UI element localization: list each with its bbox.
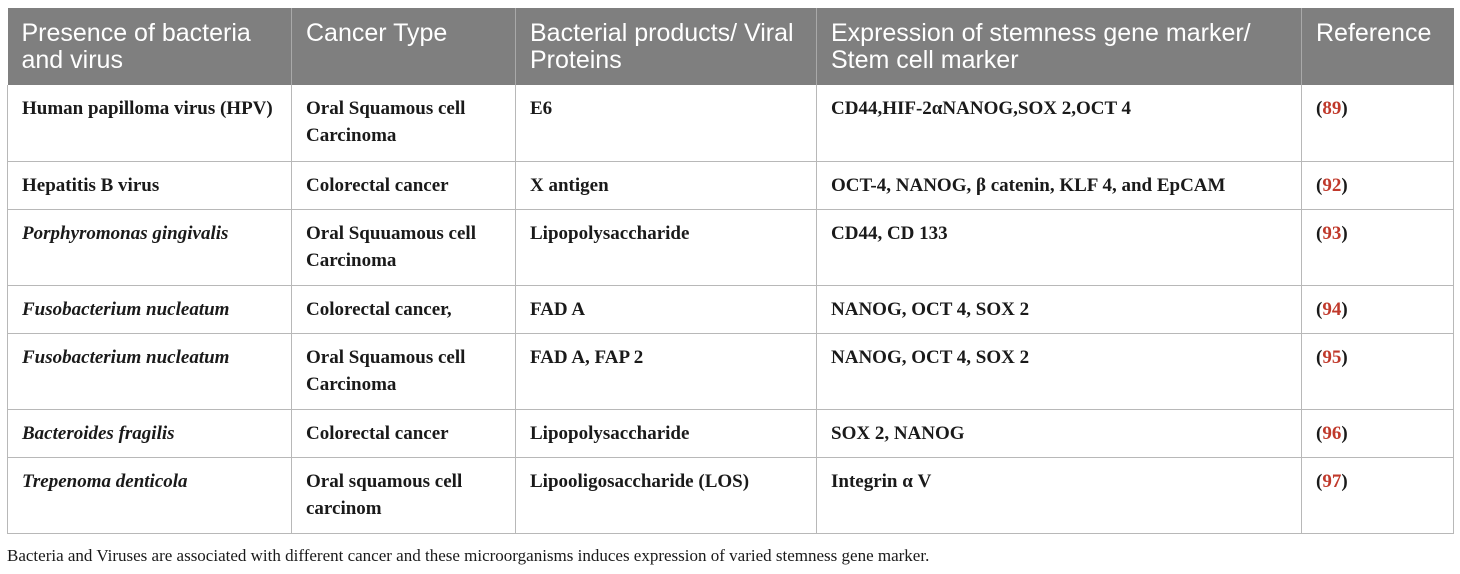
header-organism: Presence of bacteria and virus [7,8,292,85]
reference-link[interactable]: 93 [1322,222,1342,244]
table-row: Human papilloma virus (HPV) Oral Squamou… [7,85,1454,162]
cell-product: FAD A, FAP 2 [515,333,817,410]
cell-marker: CD44,HIF-2αNANOG,SOX 2,OCT 4 [816,85,1302,162]
header-product: Bacterial products/ Viral Proteins [515,8,817,85]
cell-reference: (92) [1301,161,1454,210]
cell-cancer-type: Oral Squamous cell Carcinoma [291,85,516,162]
cell-cancer-type: Oral squamous cell carcinom [291,457,516,534]
table-row: Porphyromonas gingivalis Oral Squuamous … [7,209,1454,286]
cell-marker: NANOG, OCT 4, SOX 2 [816,333,1302,410]
reference-link[interactable]: 97 [1322,470,1342,492]
cell-product: Lipopolysaccharide [515,209,817,286]
table-caption: Bacteria and Viruses are associated with… [7,546,930,565]
reference-link[interactable]: 96 [1322,422,1342,444]
cell-marker: Integrin α V [816,457,1302,534]
header-cancer-type: Cancer Type [291,8,516,85]
cell-product: Lipooligosaccharide (LOS) [515,457,817,534]
table-row: Hepatitis B virus Colorectal cancer X an… [7,161,1454,210]
table-row: Fusobacterium nucleatum Oral Squamous ce… [7,333,1454,410]
reference-link[interactable]: 92 [1322,174,1342,196]
cell-organism: Fusobacterium nucleatum [7,333,292,410]
cell-product: E6 [515,85,817,162]
header-marker: Expression of stemness gene marker/ Stem… [816,8,1302,85]
cell-organism: Trepenoma denticola [7,457,292,534]
cell-marker: CD44, CD 133 [816,209,1302,286]
cell-cancer-type: Colorectal cancer [291,161,516,210]
cell-reference: (89) [1301,85,1454,162]
cell-reference: (93) [1301,209,1454,286]
cell-cancer-type: Oral Squamous cell Carcinoma [291,333,516,410]
reference-link[interactable]: 89 [1322,98,1342,119]
cell-organism: Bacteroides fragilis [7,409,292,458]
data-table: Presence of bacteria and virus Cancer Ty… [7,8,1454,534]
cell-marker: NANOG, OCT 4, SOX 2 [816,285,1302,334]
cell-reference: (94) [1301,285,1454,334]
cell-organism: Hepatitis B virus [7,161,292,210]
cell-product: FAD A [515,285,817,334]
cell-cancer-type: Colorectal cancer [291,409,516,458]
header-reference: Reference [1301,8,1454,85]
table-row: Fusobacterium nucleatum Colorectal cance… [7,285,1454,334]
cell-product: Lipopolysaccharide [515,409,817,458]
cell-reference: (96) [1301,409,1454,458]
cell-marker: SOX 2, NANOG [816,409,1302,458]
table-row: Bacteroides fragilis Colorectal cancer L… [7,409,1454,458]
cell-cancer-type: Colorectal cancer, [291,285,516,334]
cell-organism: Fusobacterium nucleatum [7,285,292,334]
reference-link[interactable]: 95 [1322,346,1342,368]
reference-link[interactable]: 94 [1322,298,1342,320]
cell-reference: (97) [1301,457,1454,534]
table-row: Trepenoma denticola Oral squamous cell c… [7,457,1454,534]
cell-organism: Human papilloma virus (HPV) [7,85,292,162]
cell-marker: OCT-4, NANOG, β catenin, KLF 4, and EpCA… [816,161,1302,210]
cell-organism: Porphyromonas gingivalis [7,209,292,286]
cell-reference: (95) [1301,333,1454,410]
header-row: Presence of bacteria and virus Cancer Ty… [7,8,1454,85]
cell-cancer-type: Oral Squuamous cell Carcinoma [291,209,516,286]
cell-product: X antigen [515,161,817,210]
